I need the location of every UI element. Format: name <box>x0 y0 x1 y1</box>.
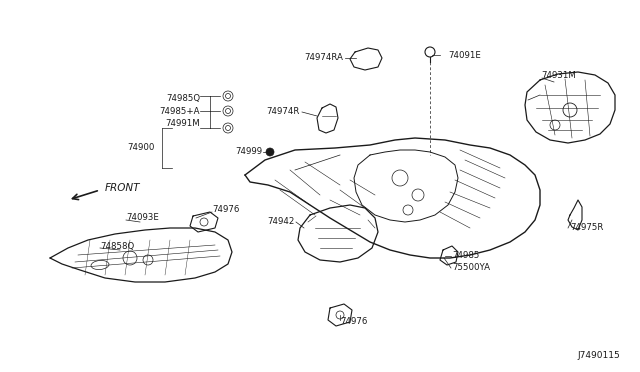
Text: 74985Q: 74985Q <box>166 94 200 103</box>
Text: 74093E: 74093E <box>126 214 159 222</box>
Text: 74975R: 74975R <box>570 224 604 232</box>
Text: J7490115: J7490115 <box>577 351 620 360</box>
Text: 74974R: 74974R <box>267 108 300 116</box>
Text: 75500YA: 75500YA <box>452 263 490 273</box>
Text: 74942: 74942 <box>268 218 295 227</box>
Text: 74985+A: 74985+A <box>159 106 200 115</box>
Text: 74976: 74976 <box>340 317 367 327</box>
Text: 74991M: 74991M <box>165 119 200 128</box>
Text: 74931M: 74931M <box>541 71 576 80</box>
Text: 74974RA: 74974RA <box>304 54 343 62</box>
Circle shape <box>266 148 274 156</box>
Text: 74858Q: 74858Q <box>100 243 134 251</box>
Text: 74976: 74976 <box>212 205 239 215</box>
Text: 74091E: 74091E <box>448 51 481 60</box>
Text: 74900: 74900 <box>127 142 155 151</box>
Text: 74999: 74999 <box>235 148 262 157</box>
Text: FRONT: FRONT <box>105 183 141 193</box>
Text: 74985: 74985 <box>452 250 479 260</box>
